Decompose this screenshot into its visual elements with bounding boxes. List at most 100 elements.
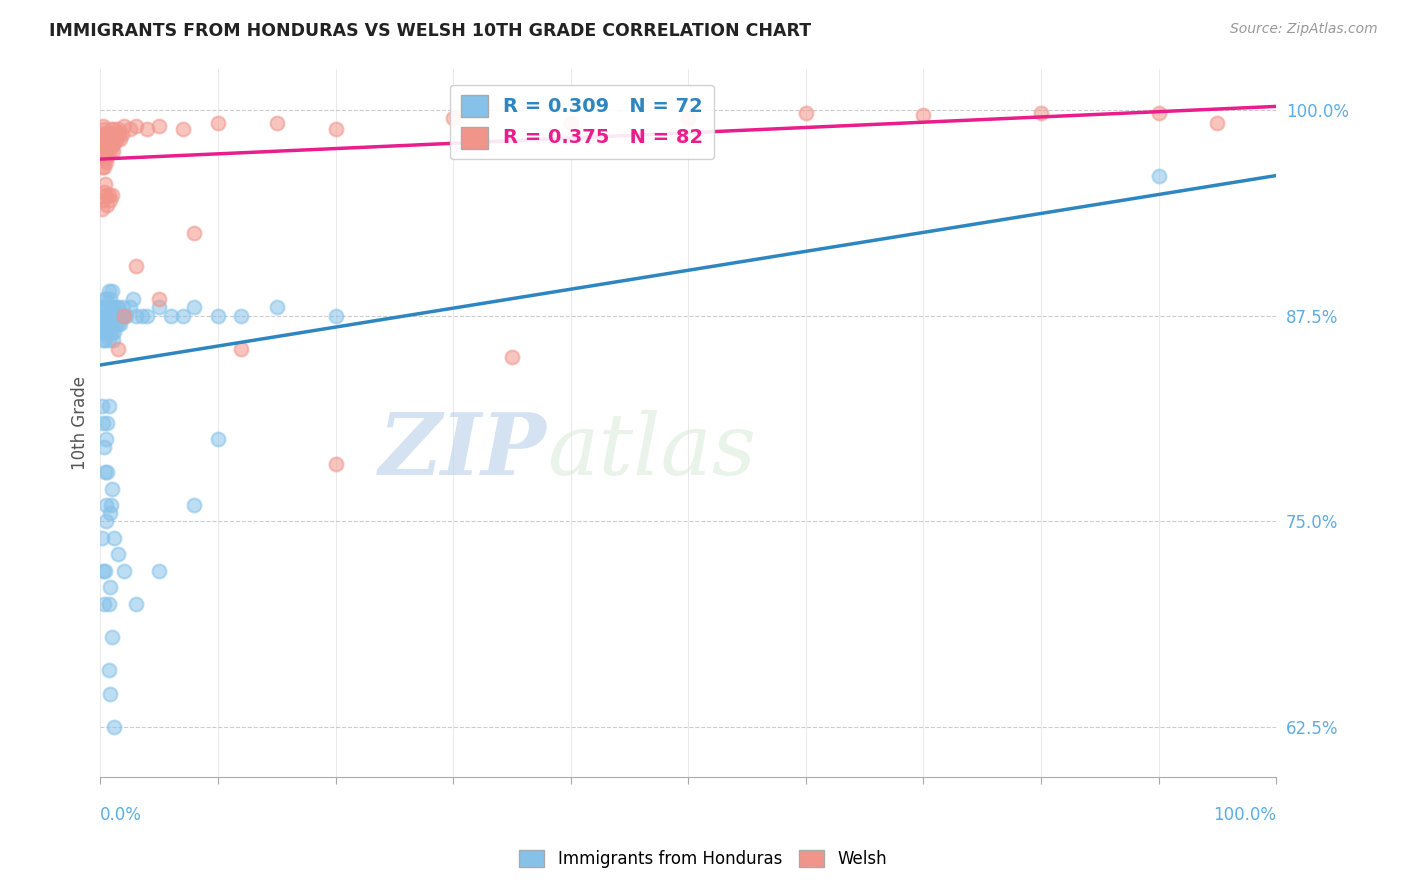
Point: [912, 108, 935, 122]
Point: [107, 301, 129, 315]
Point: [97, 309, 120, 323]
Point: [325, 122, 347, 136]
Point: [107, 317, 129, 331]
Point: [93, 597, 115, 611]
Point: [1029, 106, 1052, 120]
Point: [110, 128, 132, 142]
Point: [560, 116, 582, 130]
Point: [266, 116, 288, 130]
Point: [148, 301, 170, 315]
Point: [93, 292, 115, 306]
Point: [96, 416, 118, 430]
Point: [96, 144, 118, 158]
Point: [96, 136, 118, 150]
Point: [172, 122, 194, 136]
Point: [96, 149, 118, 163]
Point: [172, 309, 194, 323]
Point: [111, 301, 134, 315]
Point: [104, 301, 127, 315]
Point: [94, 333, 117, 347]
Point: [103, 136, 125, 150]
Point: [93, 440, 115, 454]
Point: [115, 309, 138, 323]
Point: [103, 309, 125, 323]
Point: [118, 301, 141, 315]
Point: [325, 309, 347, 323]
Point: [676, 111, 699, 125]
Point: [93, 185, 115, 199]
Point: [103, 144, 125, 158]
Point: [94, 152, 117, 166]
Point: [104, 317, 127, 331]
Point: [103, 531, 125, 545]
Point: [107, 342, 129, 356]
Legend: R = 0.309   N = 72, R = 0.375   N = 82: R = 0.309 N = 72, R = 0.375 N = 82: [450, 85, 714, 160]
Point: [136, 309, 159, 323]
Point: [112, 119, 135, 133]
Point: [90, 317, 112, 331]
Point: [101, 284, 124, 298]
Point: [96, 498, 118, 512]
Point: [266, 301, 288, 315]
Y-axis label: 10th Grade: 10th Grade: [72, 376, 89, 469]
Point: [101, 325, 124, 339]
Point: [101, 188, 124, 202]
Text: IMMIGRANTS FROM HONDURAS VS WELSH 10TH GRADE CORRELATION CHART: IMMIGRANTS FROM HONDURAS VS WELSH 10TH G…: [49, 22, 811, 40]
Point: [100, 301, 122, 315]
Point: [93, 161, 115, 175]
Point: [101, 309, 124, 323]
Point: [100, 122, 122, 136]
Point: [98, 506, 121, 520]
Text: ZIP: ZIP: [380, 409, 547, 492]
Point: [90, 161, 112, 175]
Text: 100.0%: 100.0%: [1213, 806, 1277, 824]
Point: [1147, 106, 1170, 120]
Text: atlas: atlas: [547, 409, 756, 492]
Point: [96, 309, 118, 323]
Point: [101, 482, 124, 496]
Point: [103, 333, 125, 347]
Point: [112, 309, 135, 323]
Point: [98, 194, 121, 208]
Point: [207, 116, 229, 130]
Point: [183, 226, 205, 240]
Point: [108, 309, 131, 323]
Point: [207, 432, 229, 446]
Point: [97, 597, 120, 611]
Point: [94, 564, 117, 578]
Point: [96, 515, 118, 529]
Point: [148, 119, 170, 133]
Point: [122, 292, 145, 306]
Point: [183, 301, 205, 315]
Point: [108, 128, 131, 142]
Point: [501, 350, 523, 364]
Point: [91, 132, 114, 146]
Point: [94, 128, 117, 142]
Point: [97, 663, 120, 677]
Point: [231, 309, 253, 323]
Point: [101, 128, 124, 142]
Point: [96, 301, 118, 315]
Point: [96, 432, 118, 446]
Point: [325, 457, 347, 471]
Point: [97, 399, 120, 413]
Point: [90, 309, 112, 323]
Point: [98, 325, 121, 339]
Point: [90, 399, 112, 413]
Text: 0.0%: 0.0%: [100, 806, 142, 824]
Point: [90, 325, 112, 339]
Point: [105, 309, 128, 323]
Point: [131, 309, 153, 323]
Point: [97, 333, 120, 347]
Point: [231, 342, 253, 356]
Point: [90, 202, 112, 216]
Point: [98, 580, 121, 594]
Point: [94, 139, 117, 153]
Point: [101, 630, 124, 644]
Point: [96, 198, 118, 212]
Point: [112, 309, 135, 323]
Point: [105, 132, 128, 146]
Point: [90, 128, 112, 142]
Point: [160, 309, 183, 323]
Point: [94, 177, 117, 191]
